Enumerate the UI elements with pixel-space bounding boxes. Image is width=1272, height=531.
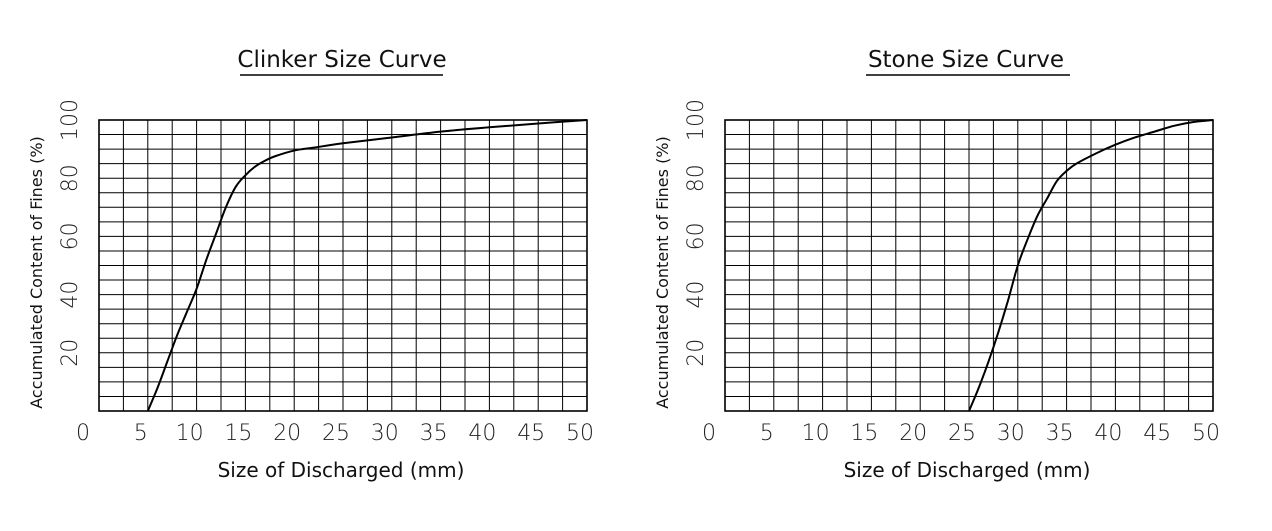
x-tick-label: 15 (850, 421, 878, 446)
chart-title: Clinker Size Curve (237, 47, 446, 73)
y-tick-label: 60 (684, 222, 709, 250)
x-axis-label: Size of Discharged (mm) (844, 458, 1091, 482)
x-tick-label: 30 (997, 421, 1025, 446)
y-tick-label: 40 (58, 281, 83, 309)
x-tick-label: 45 (1143, 421, 1171, 446)
y-tick-label: 60 (58, 222, 83, 250)
y-tick-label: 80 (684, 164, 709, 192)
x-tick-label: 5 (760, 421, 774, 446)
grid (725, 120, 1213, 411)
x-axis-label: Size of Discharged (mm) (218, 458, 465, 482)
y-tick-label: 40 (684, 281, 709, 309)
chart-2: Stone Size Curve 0 5 10 15 20 25 30 35 40 45 50 20 40… (653, 47, 1220, 482)
size-curve-line (968, 119, 1214, 412)
x-tick-label: 20 (273, 421, 301, 446)
y-tick-label: 100 (58, 99, 83, 141)
x-tick-label: 50 (566, 421, 594, 446)
x-tick-label: 20 (899, 421, 927, 446)
x-tick-label: 0 (702, 421, 716, 446)
x-tick-label: 50 (1192, 421, 1220, 446)
x-tick-label: 10 (802, 421, 830, 446)
x-tick-label: 15 (224, 421, 252, 446)
x-tick-label: 40 (468, 421, 496, 446)
x-tick-label: 5 (134, 421, 148, 446)
x-tick-label: 45 (517, 421, 545, 446)
size-curve-line (146, 119, 588, 412)
x-tick-label: 0 (76, 421, 90, 446)
y-tick-label: 80 (58, 164, 83, 192)
y-axis-label: Accumulated Content of Fines (%) (27, 136, 46, 409)
x-tick-label: 25 (948, 421, 976, 446)
chart-1: Clinker Size Curve 0 5 10 15 20 25 30 35 40 45 50 20… (27, 47, 594, 482)
y-tick-label: 20 (684, 339, 709, 367)
plot-frame (98, 119, 588, 412)
x-tick-label: 35 (420, 421, 448, 446)
x-tick-label: 10 (176, 421, 204, 446)
x-tick-label: 30 (371, 421, 399, 446)
grid (99, 120, 587, 411)
y-tick-label: 100 (684, 99, 709, 141)
x-tick-label: 25 (322, 421, 350, 446)
x-tick-label: 35 (1046, 421, 1074, 446)
y-tick-label: 20 (58, 339, 83, 367)
y-axis-label: Accumulated Content of Fines (%) (653, 136, 672, 409)
chart-title: Stone Size Curve (868, 47, 1064, 73)
x-tick-label: 40 (1094, 421, 1122, 446)
